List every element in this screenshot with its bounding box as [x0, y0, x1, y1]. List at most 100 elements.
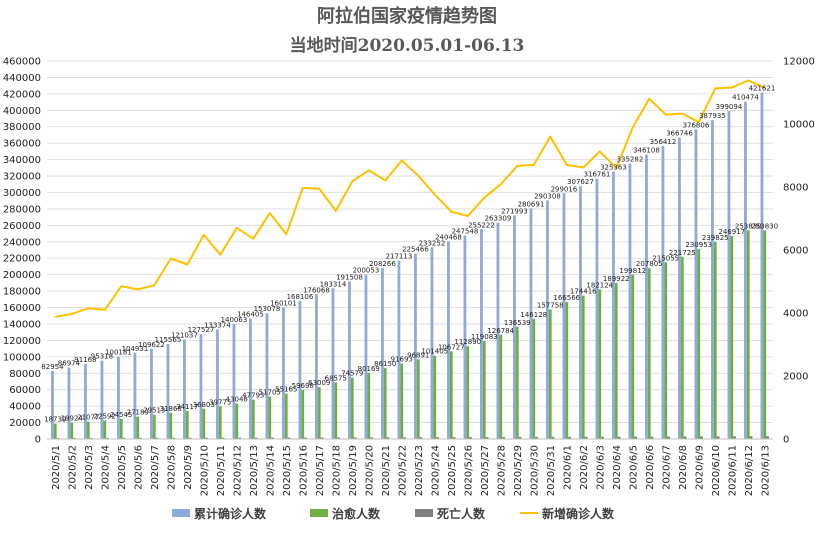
- line-point: [351, 180, 354, 183]
- x-tick-label: 2020/5/4: [100, 445, 111, 490]
- bar: [535, 436, 538, 439]
- bar: [730, 236, 734, 439]
- x-tick-label: 2020/6/3: [595, 445, 606, 490]
- data-labels: 8295486974911689531810018110493110962211…: [41, 85, 778, 424]
- data-label: 82954: [41, 363, 64, 371]
- data-label: 43048: [226, 396, 248, 404]
- bar: [496, 222, 500, 439]
- y-tick-label: 80000: [9, 369, 41, 380]
- y-tick-label: 0: [35, 435, 41, 446]
- bar: [403, 437, 406, 439]
- line-point: [499, 183, 502, 185]
- data-label: 91693: [391, 356, 413, 364]
- bar: [711, 120, 714, 439]
- data-label: 126784: [487, 327, 514, 335]
- bar: [694, 129, 698, 439]
- bar: [199, 334, 203, 439]
- bar: [716, 436, 720, 439]
- line-point: [714, 87, 717, 90]
- y-tick-label: 220000: [3, 254, 41, 265]
- data-label: 106727: [438, 343, 465, 351]
- data-label: 157758: [537, 301, 564, 309]
- data-label: 399094: [716, 103, 743, 111]
- bar: [397, 260, 401, 439]
- line-point: [763, 86, 766, 89]
- bar: [166, 344, 170, 439]
- bar: [139, 437, 142, 439]
- bar: [419, 437, 423, 439]
- data-label: 36803: [193, 401, 215, 409]
- bar: [466, 346, 470, 439]
- data-label: 39775: [209, 398, 231, 406]
- data-label: 253830: [751, 222, 778, 230]
- x-tick-label: 2020/6/10: [711, 445, 722, 496]
- line-point: [87, 307, 90, 310]
- data-label: 19924: [61, 415, 84, 423]
- bar: [760, 92, 764, 439]
- bar: [185, 410, 189, 439]
- data-label: 255222: [468, 221, 495, 229]
- line-point: [582, 166, 585, 169]
- x-tick-label: 2020/6/2: [579, 445, 590, 490]
- data-label: 153078: [254, 305, 281, 313]
- line-point: [598, 150, 601, 153]
- y2-tick-label: 12000: [783, 57, 815, 68]
- line-point: [54, 315, 57, 318]
- y2-tick-label: 4000: [783, 309, 808, 320]
- line-point: [367, 169, 370, 172]
- bar: [367, 373, 371, 439]
- bar: [67, 367, 71, 439]
- bar: [664, 262, 668, 439]
- bar: [518, 437, 522, 439]
- legend-label: 死亡人数: [437, 506, 486, 521]
- x-tick-label: 2020/5/13: [249, 445, 260, 496]
- bar: [235, 403, 239, 439]
- data-label: 208266: [369, 260, 396, 268]
- x-tick-label: 2020/5/29: [513, 445, 524, 496]
- x-tick-label: 2020/5/21: [381, 445, 392, 496]
- bar-series: [51, 92, 769, 440]
- y-tick-label: 380000: [3, 122, 41, 133]
- bar: [265, 313, 269, 439]
- y2-tick-label: 0: [783, 435, 789, 446]
- x-tick-label: 2020/5/2: [67, 445, 78, 490]
- bar: [331, 288, 335, 439]
- bar: [631, 274, 635, 439]
- line-point: [648, 98, 651, 100]
- bar: [697, 249, 701, 439]
- x-tick-label: 2020/6/12: [744, 445, 755, 496]
- data-label: 47793: [242, 392, 264, 400]
- line-point: [301, 187, 304, 189]
- y-tick-label: 440000: [3, 73, 41, 84]
- data-label: 316761: [584, 171, 611, 179]
- y2-tick-label: 8000: [783, 183, 808, 194]
- y-tick-label: 400000: [3, 106, 41, 117]
- line-point: [103, 309, 106, 311]
- y-tick-label: 280000: [3, 204, 41, 215]
- bar: [612, 171, 615, 440]
- x-tick-label: 2020/5/23: [414, 445, 425, 496]
- bar: [284, 393, 288, 439]
- bar: [565, 302, 569, 439]
- data-label: 95318: [91, 353, 113, 361]
- data-label: 127527: [188, 326, 215, 334]
- line-series-path: [55, 79, 766, 318]
- line-point: [136, 288, 139, 291]
- data-label: 74579: [341, 370, 363, 378]
- y-tick-label: 240000: [3, 237, 41, 248]
- bar: [84, 364, 87, 439]
- y-tick-label: 180000: [3, 287, 41, 298]
- x-tick-label: 2020/5/11: [216, 445, 227, 496]
- bar: [350, 377, 354, 439]
- data-label: 356412: [650, 138, 677, 146]
- bar: [320, 437, 324, 439]
- data-label: 27189: [127, 409, 149, 417]
- data-label: 160101: [270, 299, 297, 307]
- bar: [383, 368, 387, 439]
- data-label: 307627: [567, 178, 594, 186]
- line-point: [681, 112, 684, 115]
- line-point: [70, 313, 73, 315]
- data-label: 207805: [636, 260, 663, 268]
- bar: [287, 437, 291, 439]
- bar: [680, 256, 684, 439]
